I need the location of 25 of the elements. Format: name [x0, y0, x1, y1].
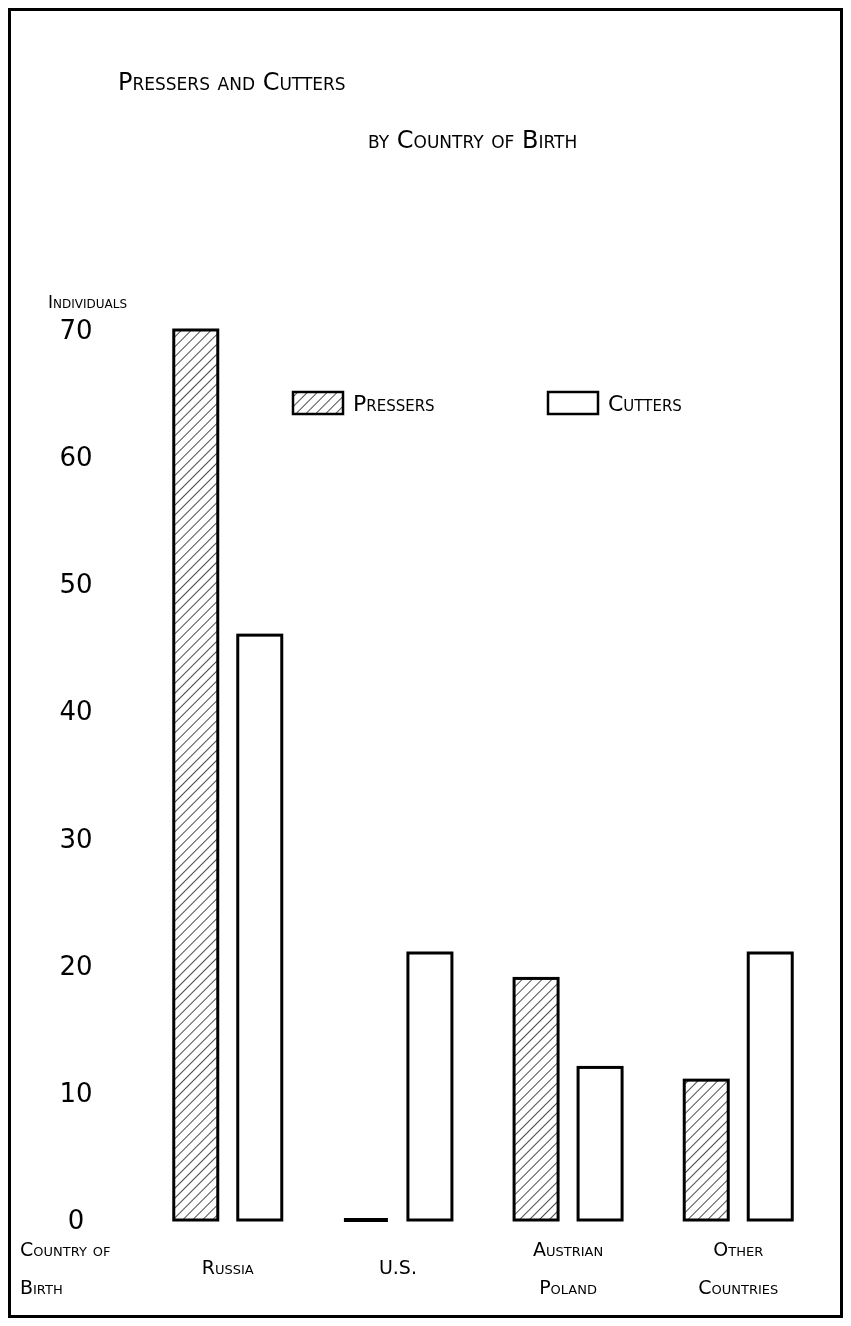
chart-title: Pressers and Cutters [118, 68, 346, 96]
legend-label: Pressers [353, 390, 435, 416]
x-axis-title: Country of Birth [20, 1238, 111, 1298]
bar [576, 1065, 624, 1222]
x-tick-label: U.S. [378, 1256, 417, 1278]
bar [682, 1078, 730, 1222]
y-tick-label: 10 [59, 1077, 93, 1108]
bar [172, 328, 220, 1222]
x-tick-label: Austrian Poland [532, 1238, 604, 1298]
y-tick-label: 50 [59, 569, 93, 600]
bar [236, 633, 284, 1222]
y-axis-title: Individuals [48, 292, 128, 312]
y-tick-label: 60 [59, 442, 93, 473]
chart-subtitle: by Country of Birth [368, 126, 578, 154]
y-tick-label: 30 [59, 823, 93, 854]
y-tick-label: 70 [59, 315, 93, 345]
x-tick-label: Other Countries [698, 1238, 779, 1298]
y-tick-label: 20 [59, 950, 93, 981]
x-tick-label: Russia [201, 1256, 254, 1278]
y-tick-label: 0 [67, 1205, 85, 1235]
bar [746, 951, 794, 1222]
legend-label: Cutters [608, 390, 682, 416]
bar [512, 976, 560, 1222]
y-tick-label: 40 [59, 696, 93, 727]
bar [406, 951, 454, 1222]
